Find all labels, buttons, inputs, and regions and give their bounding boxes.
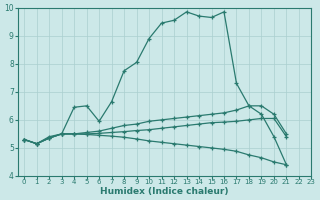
X-axis label: Humidex (Indice chaleur): Humidex (Indice chaleur) [100,187,229,196]
